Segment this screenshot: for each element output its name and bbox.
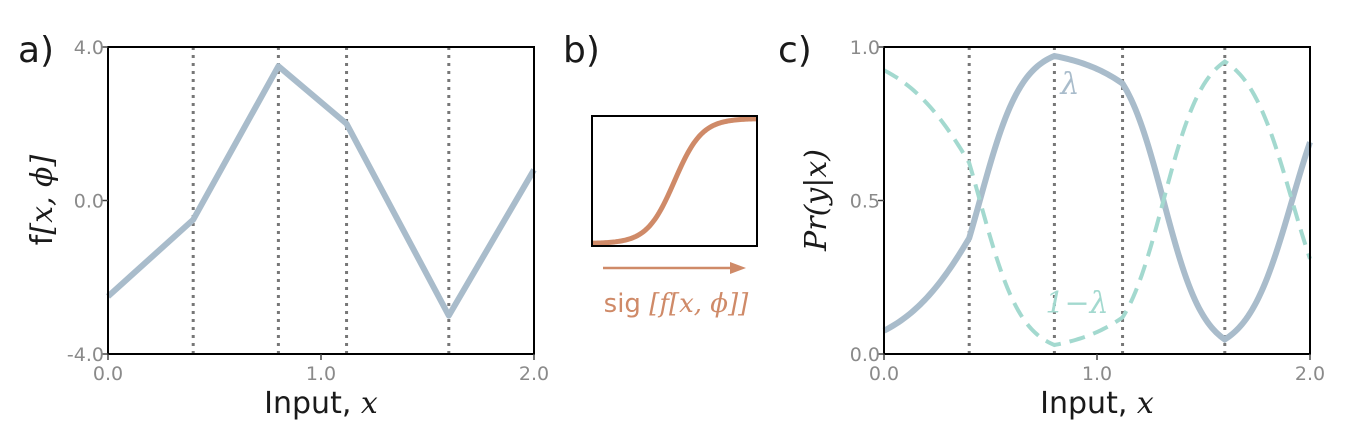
panel-b-frame	[591, 115, 758, 247]
panel-a-vlines	[191, 47, 451, 354]
panel-a-xtick-label: 0.0	[93, 363, 123, 385]
panel-c: 0.0 1.0 2.0 0.0 0.5 1.0 Input, x Pr(y|x) λ 1−…	[799, 37, 1325, 421]
panel-a-ytick-label: 4.0	[74, 37, 104, 59]
panel-c-lambda-line	[882, 52, 1313, 344]
panel-a-xlabel: Input, x	[264, 386, 378, 421]
panel-c-xtick-label: 1.0	[1082, 363, 1112, 385]
panel-a-frame	[107, 46, 535, 355]
panel-a: 0.0 1.0 2.0-4.00.04.0 Input, x f[x, ϕ]	[25, 37, 549, 421]
panel-b-series	[591, 116, 758, 246]
panel-c-ytick-label: 0.5	[850, 191, 880, 213]
panel-b-caption: sig [f[x, ϕ]]	[604, 289, 750, 319]
panel-c-ylabel: Pr(y|x)	[799, 149, 834, 252]
panel-b-sigmoid-line	[591, 116, 758, 246]
panel-b-arrow-head	[730, 262, 746, 274]
panel-c-ytick-label: 1.0	[850, 37, 880, 59]
panel-c-vlines	[967, 47, 1227, 354]
panel-c-ytick-label: 0.0	[850, 344, 880, 366]
panel-letter-b: b)	[563, 30, 600, 71]
panel-letter-a: a)	[18, 30, 54, 71]
panel-c-xtick-label: 2.0	[1295, 363, 1325, 385]
panel-a-xtick-label: 2.0	[519, 363, 549, 385]
panel-a-series	[105, 63, 537, 319]
one-minus-lambda-label: 1−λ	[1045, 286, 1108, 321]
panel-b: sig [f[x, ϕ]]	[591, 115, 758, 319]
panel-a-ylabel: f[x, ϕ]	[25, 155, 60, 246]
panel-a-ticks: 0.0 1.0 2.0-4.00.04.0	[67, 37, 549, 385]
panel-c-one-minus-lambda-line	[883, 59, 1312, 348]
panel-c-ticks: 0.0 1.0 2.0 0.0 0.5 1.0	[850, 37, 1325, 385]
panel-letter-c: c)	[778, 30, 812, 71]
panel-a-ytick-label: 0.0	[74, 191, 104, 213]
panel-a-line	[105, 63, 537, 319]
panel-c-series	[882, 52, 1313, 348]
panel-a-xtick-label: 1.0	[306, 363, 336, 385]
panel-c-xlabel: Input, x	[1040, 386, 1154, 421]
panel-a-ytick-label: -4.0	[67, 344, 104, 366]
lambda-label: λ	[1059, 67, 1079, 102]
panel-c-xtick-label: 0.0	[869, 363, 899, 385]
